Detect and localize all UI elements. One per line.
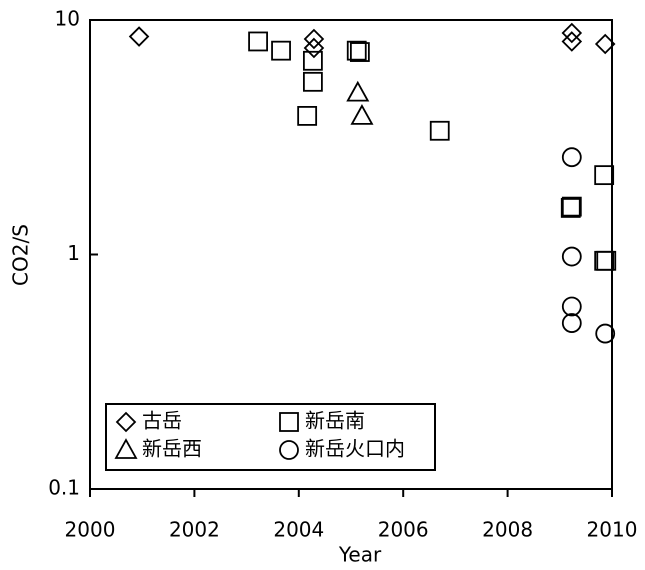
- x-tick-label: 2004: [273, 518, 324, 542]
- point: [561, 147, 582, 168]
- point: [350, 104, 374, 125]
- point: [128, 26, 150, 47]
- point: [561, 22, 583, 44]
- point: [346, 40, 367, 61]
- point: [561, 296, 582, 317]
- point: [248, 31, 268, 52]
- point: [561, 313, 582, 333]
- point: [303, 37, 325, 59]
- point: [561, 246, 582, 267]
- legend-box: [105, 403, 436, 471]
- point: [560, 198, 581, 218]
- point: [561, 31, 583, 52]
- x-tick-label: 2000: [65, 518, 116, 542]
- point: [561, 196, 582, 217]
- x-tick-label: 2010: [587, 518, 638, 542]
- point: [271, 40, 291, 61]
- x-tick-label: 2008: [482, 518, 533, 542]
- point: [297, 105, 318, 126]
- legend-label: 新岳南: [305, 409, 365, 433]
- legend-marker: [279, 440, 299, 460]
- y-tick-label: 10: [55, 7, 80, 31]
- point: [596, 250, 617, 271]
- legend-label: 古岳: [142, 409, 182, 433]
- y-tick-label: 0.1: [48, 476, 80, 500]
- point: [303, 28, 325, 50]
- point: [346, 80, 370, 102]
- x-axis-label: Year: [338, 543, 382, 567]
- point: [302, 50, 323, 71]
- legend-marker: [115, 411, 137, 433]
- point: [594, 165, 615, 186]
- x-tick-label: 2006: [378, 518, 429, 542]
- legend-marker: [114, 438, 138, 459]
- legend-label: 新岳西: [142, 437, 202, 461]
- y-tick-label: 1: [67, 241, 80, 265]
- point: [349, 42, 370, 62]
- legend-marker: [279, 412, 299, 432]
- x-tick-label: 2002: [169, 518, 220, 542]
- point: [595, 323, 616, 344]
- legend-label: 新岳火口内: [305, 437, 405, 461]
- point: [594, 33, 616, 55]
- point: [302, 71, 323, 92]
- y-axis-label: CO2/S: [9, 224, 33, 286]
- point: [429, 120, 450, 141]
